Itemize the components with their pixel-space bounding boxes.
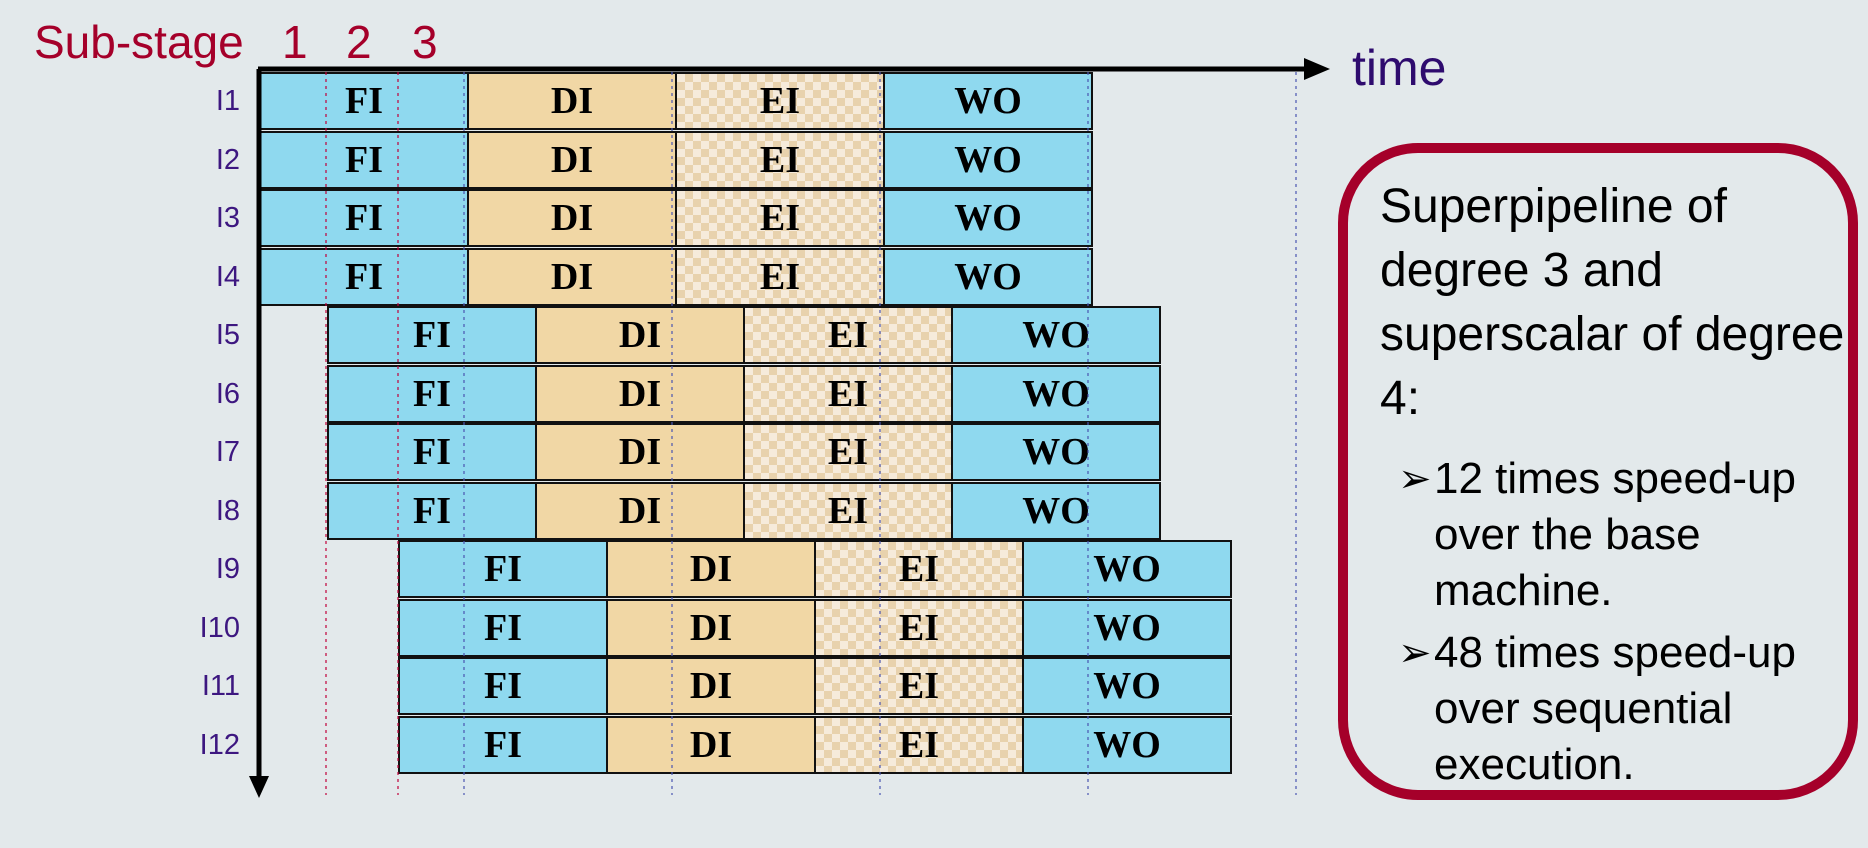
stage-cell-wo: WO — [1022, 716, 1232, 774]
stage-cell-fi: FI — [327, 482, 537, 540]
stage-cell-wo: WO — [951, 423, 1161, 481]
stage-cell-fi: FI — [259, 131, 469, 189]
stage-cell-ei: EI — [743, 365, 953, 423]
instruction-label: I7 — [215, 436, 240, 468]
stage-cell-wo: WO — [883, 72, 1093, 130]
stage-cell-ei: EI — [814, 716, 1024, 774]
stage-cell-di: DI — [606, 657, 816, 715]
stage-cell-fi: FI — [327, 306, 537, 364]
instruction-label: I9 — [215, 553, 240, 585]
stage-cell-ei: EI — [675, 189, 885, 247]
stage-cell-wo: WO — [1022, 599, 1232, 657]
stage-cell-di: DI — [467, 248, 677, 306]
callout-box: Superpipeline of degree 3 and superscala… — [1338, 143, 1858, 800]
instruction-label: I5 — [215, 319, 240, 351]
stage-cell-wo: WO — [951, 482, 1161, 540]
stage-cell-di: DI — [606, 540, 816, 598]
stage-cell-ei: EI — [814, 540, 1024, 598]
instruction-label: I10 — [199, 612, 240, 644]
stage-cell-wo: WO — [951, 365, 1161, 423]
stage-cell-di: DI — [467, 131, 677, 189]
stage-cell-di: DI — [606, 599, 816, 657]
stage-cell-di: DI — [535, 482, 745, 540]
arrow-bullet-icon: ➢ — [1398, 456, 1432, 502]
stage-cell-di: DI — [535, 306, 745, 364]
stage-cell-ei: EI — [743, 482, 953, 540]
callout-title: Superpipeline of degree 3 and superscala… — [1380, 180, 1845, 425]
instruction-label: I4 — [215, 261, 240, 293]
stage-cell-di: DI — [606, 716, 816, 774]
stage-cell-fi: FI — [259, 189, 469, 247]
instruction-axis-arrowhead — [249, 776, 269, 798]
stage-cell-wo: WO — [883, 131, 1093, 189]
stage-cell-ei: EI — [675, 72, 885, 130]
sub-stage-number-3: 3 — [412, 16, 438, 68]
instruction-label: I11 — [201, 670, 240, 702]
instruction-label: I6 — [215, 378, 240, 410]
stage-cell-wo: WO — [883, 248, 1093, 306]
stage-cell-ei: EI — [814, 599, 1024, 657]
stage-cell-wo: WO — [951, 306, 1161, 364]
stage-cell-fi: FI — [327, 423, 537, 481]
instruction-label: I3 — [215, 202, 240, 234]
stage-cell-ei: EI — [743, 306, 953, 364]
callout-bullet-2: ➢ 48 times speed-up over sequential exec… — [1398, 625, 1838, 793]
stage-cell-wo: WO — [883, 189, 1093, 247]
callout-bullet-text: 12 times speed-up over the base machine. — [1434, 454, 1796, 615]
instruction-label: I8 — [215, 495, 240, 527]
sub-stage-number-2: 2 — [346, 16, 372, 68]
stage-cell-fi: FI — [259, 72, 469, 130]
stage-cell-fi: FI — [259, 248, 469, 306]
stage-cell-wo: WO — [1022, 540, 1232, 598]
time-axis-label: time — [1352, 40, 1447, 96]
stage-cell-di: DI — [535, 423, 745, 481]
stage-cell-fi: FI — [398, 716, 608, 774]
stage-cell-fi: FI — [398, 540, 608, 598]
sub-stage-label: Sub-stage — [34, 16, 244, 68]
stage-cell-di: DI — [535, 365, 745, 423]
instruction-label: I12 — [199, 729, 240, 761]
arrow-bullet-icon: ➢ — [1398, 630, 1432, 676]
stage-cell-ei: EI — [814, 657, 1024, 715]
instruction-label: I2 — [215, 144, 240, 176]
stage-cell-fi: FI — [398, 657, 608, 715]
time-axis-arrowhead — [1304, 58, 1330, 80]
stage-cell-ei: EI — [743, 423, 953, 481]
stage-cell-ei: EI — [675, 248, 885, 306]
sub-stage-number-1: 1 — [282, 16, 308, 68]
stage-cell-ei: EI — [675, 131, 885, 189]
stage-cell-di: DI — [467, 72, 677, 130]
callout-bullet-text: 48 times speed-up over sequential execut… — [1434, 628, 1796, 789]
stage-cell-fi: FI — [327, 365, 537, 423]
stage-cell-fi: FI — [398, 599, 608, 657]
stage-cell-wo: WO — [1022, 657, 1232, 715]
instruction-label: I1 — [215, 85, 240, 117]
callout-bullet-1: ➢ 12 times speed-up over the base machin… — [1398, 451, 1838, 619]
stage-cell-di: DI — [467, 189, 677, 247]
